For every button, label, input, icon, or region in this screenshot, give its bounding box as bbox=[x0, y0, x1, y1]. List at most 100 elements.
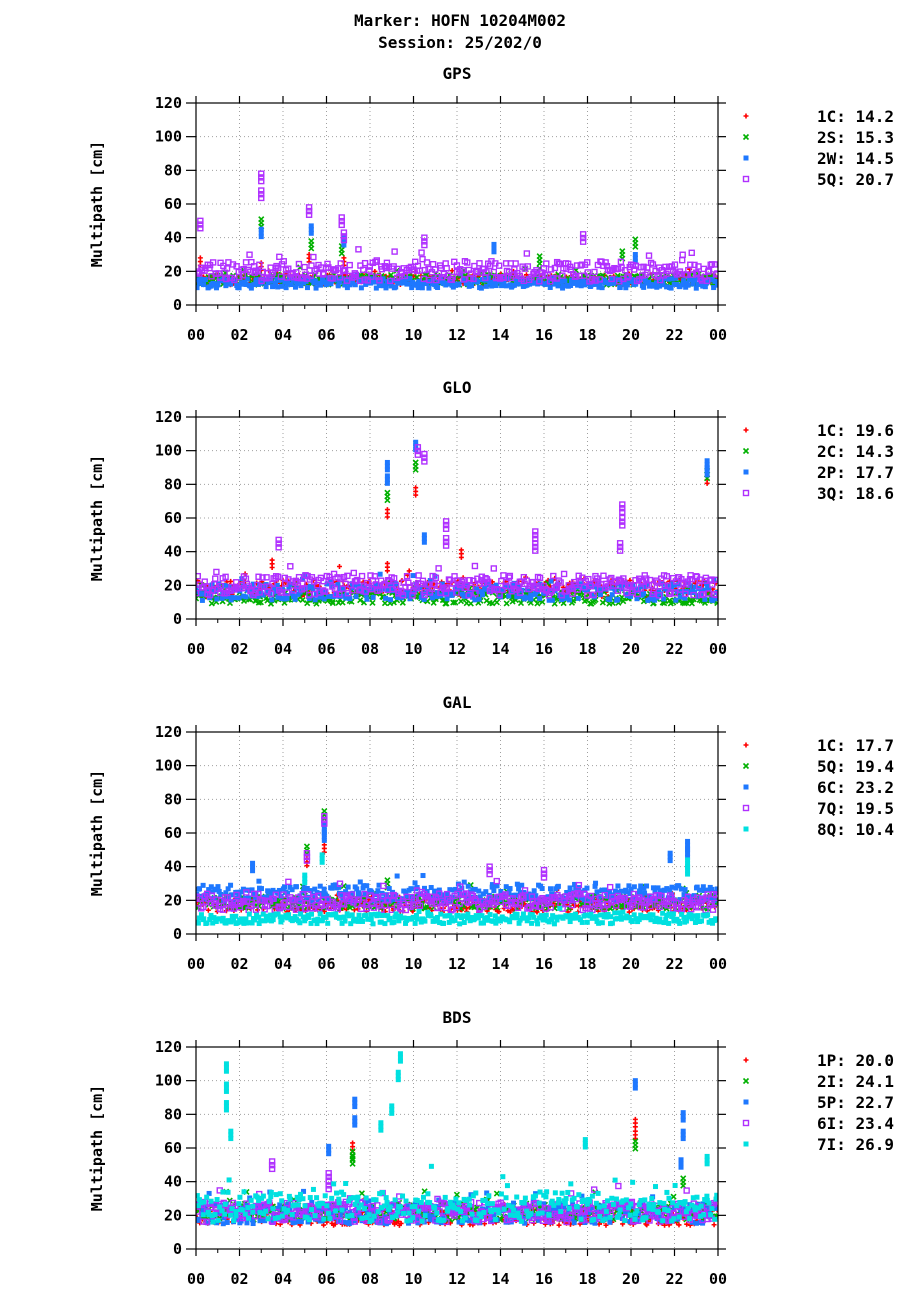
data-point bbox=[233, 891, 240, 899]
data-point bbox=[305, 207, 313, 215]
data-point bbox=[704, 891, 711, 898]
data-point bbox=[361, 890, 368, 898]
data-point bbox=[434, 918, 440, 924]
data-point bbox=[398, 588, 405, 596]
data-point bbox=[442, 525, 450, 532]
data-point bbox=[369, 599, 376, 606]
data-point bbox=[626, 914, 632, 920]
data-point bbox=[703, 277, 711, 285]
data-point bbox=[574, 586, 581, 593]
data-point bbox=[354, 886, 360, 892]
data-point bbox=[346, 261, 353, 269]
data-point bbox=[290, 898, 296, 904]
data-point bbox=[280, 900, 287, 907]
data-point bbox=[634, 590, 641, 598]
x-tick-label: 00 bbox=[709, 955, 727, 973]
data-point bbox=[704, 896, 710, 902]
data-point bbox=[685, 857, 691, 863]
data-point bbox=[421, 458, 428, 465]
data-point bbox=[355, 246, 362, 253]
data-point bbox=[640, 263, 647, 270]
data-point bbox=[579, 231, 587, 238]
data-point bbox=[514, 912, 520, 918]
data-point bbox=[461, 879, 467, 885]
data-point bbox=[462, 892, 468, 898]
data-point bbox=[481, 920, 487, 926]
data-point bbox=[377, 571, 383, 577]
data-point bbox=[403, 920, 409, 926]
data-point bbox=[284, 595, 290, 601]
data-point bbox=[426, 276, 433, 284]
data-point bbox=[259, 574, 266, 581]
data-point bbox=[593, 914, 599, 920]
data-point bbox=[416, 902, 424, 910]
data-point bbox=[493, 599, 500, 606]
data-point bbox=[676, 883, 682, 889]
data-point bbox=[215, 884, 221, 890]
data-point bbox=[453, 589, 460, 596]
data-point bbox=[356, 892, 362, 898]
data-point bbox=[384, 568, 390, 574]
data-point bbox=[241, 920, 247, 926]
data-point bbox=[671, 582, 677, 588]
data-point bbox=[484, 578, 492, 585]
data-point bbox=[235, 920, 241, 926]
data-point bbox=[384, 467, 390, 473]
data-point bbox=[647, 912, 653, 918]
y-tick-label: 100 bbox=[155, 757, 182, 775]
data-point bbox=[632, 259, 638, 265]
data-point bbox=[426, 285, 432, 291]
data-point bbox=[711, 285, 717, 291]
data-point bbox=[315, 898, 321, 904]
data-point bbox=[320, 914, 326, 920]
data-point bbox=[429, 572, 436, 580]
data-point bbox=[342, 282, 348, 288]
data-point bbox=[615, 883, 621, 889]
data-point bbox=[490, 281, 496, 287]
data-point bbox=[421, 536, 427, 542]
data-point bbox=[217, 582, 224, 590]
data-point bbox=[677, 594, 683, 600]
data-point bbox=[546, 597, 552, 603]
data-point bbox=[573, 911, 579, 917]
data-point bbox=[447, 590, 453, 596]
data-point bbox=[645, 252, 653, 259]
data-point bbox=[669, 914, 675, 920]
data-point bbox=[424, 280, 430, 286]
data-point bbox=[342, 918, 348, 924]
data-points bbox=[196, 170, 718, 291]
data-point bbox=[329, 275, 336, 282]
data-point bbox=[378, 919, 384, 925]
data-point bbox=[684, 893, 690, 899]
legend: 1C: 17.75Q: 19.46C: 23.27Q: 19.58Q: 10.4 bbox=[742, 736, 894, 839]
data-point bbox=[403, 889, 409, 895]
data-point bbox=[275, 594, 281, 600]
data-point bbox=[336, 591, 343, 598]
data-point bbox=[655, 592, 663, 599]
y-tick-label: 120 bbox=[155, 408, 182, 426]
data-point bbox=[396, 904, 404, 912]
data-point bbox=[308, 223, 314, 229]
data-point bbox=[208, 587, 216, 595]
data-point bbox=[713, 899, 718, 907]
data-point bbox=[491, 241, 497, 247]
data-point bbox=[660, 282, 666, 288]
data-point bbox=[321, 830, 327, 836]
data-point bbox=[393, 911, 399, 917]
data-point bbox=[355, 918, 361, 924]
data-point bbox=[466, 576, 473, 584]
data-point bbox=[632, 252, 638, 257]
data-point bbox=[654, 280, 660, 286]
data-point bbox=[421, 238, 428, 245]
data-point bbox=[408, 886, 414, 892]
data-point bbox=[240, 265, 247, 273]
data-point bbox=[418, 595, 424, 601]
data-point bbox=[483, 283, 489, 289]
data-point bbox=[678, 886, 684, 892]
data-point bbox=[229, 892, 235, 898]
data-point bbox=[380, 276, 386, 282]
data-point bbox=[714, 917, 718, 923]
data-point bbox=[479, 899, 485, 905]
data-point bbox=[458, 271, 464, 277]
legend-entry: 3Q: 18.6 bbox=[817, 484, 894, 503]
